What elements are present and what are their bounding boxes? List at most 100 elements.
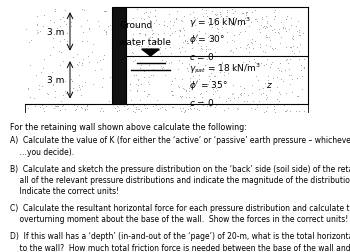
Point: [41, 58, 47, 62]
Text: Ground: Ground: [119, 20, 152, 29]
Point: [36, 87, 42, 91]
Point: [54, 26, 60, 30]
Point: [192, 71, 197, 75]
Point: [214, 86, 219, 90]
Point: [289, 24, 294, 28]
Point: [279, 21, 284, 25]
Point: [184, 42, 189, 46]
Point: [271, 76, 276, 80]
Point: [242, 30, 248, 34]
Point: [107, 24, 112, 28]
Point: [212, 13, 218, 17]
Point: [229, 48, 234, 52]
Point: [185, 107, 190, 111]
Point: [172, 77, 178, 81]
Bar: [126, 57, 308, 104]
Point: [186, 63, 192, 67]
Point: [180, 26, 186, 30]
Point: [98, 68, 104, 72]
Point: [192, 18, 198, 22]
Point: [191, 75, 196, 79]
Point: [248, 107, 254, 111]
Point: [213, 104, 219, 108]
Point: [176, 35, 182, 39]
Point: [57, 108, 63, 112]
Point: [102, 10, 108, 14]
Point: [212, 105, 218, 109]
Point: [80, 58, 86, 62]
Point: [175, 85, 181, 89]
Point: [52, 8, 58, 12]
Point: [209, 36, 215, 40]
Point: [154, 98, 160, 102]
Text: D)  If this wall has a ‘depth’ (in-and-out of the ‘page’) of 20-m, what is the t: D) If this wall has a ‘depth’ (in-and-ou…: [10, 231, 350, 240]
Point: [264, 95, 270, 99]
Point: [139, 82, 144, 86]
Point: [51, 107, 57, 111]
Point: [78, 94, 83, 98]
Point: [59, 51, 64, 55]
Point: [131, 17, 136, 21]
Point: [187, 105, 192, 109]
Point: [181, 86, 186, 90]
Point: [135, 84, 141, 88]
Point: [100, 57, 105, 61]
Point: [290, 45, 296, 49]
Point: [259, 18, 265, 22]
Point: [63, 23, 69, 27]
Point: [61, 60, 66, 64]
Point: [94, 61, 100, 65]
Point: [225, 97, 231, 101]
Point: [170, 24, 176, 28]
Point: [224, 100, 229, 104]
Point: [294, 30, 300, 34]
Text: For the retaining wall shown above calculate the following:: For the retaining wall shown above calcu…: [10, 122, 247, 131]
Point: [205, 82, 211, 86]
Point: [230, 12, 236, 16]
Point: [244, 10, 250, 14]
Point: [263, 98, 268, 102]
Point: [282, 69, 287, 73]
Point: [27, 95, 33, 99]
Point: [252, 58, 257, 62]
Point: [36, 84, 42, 88]
Point: [178, 96, 184, 100]
Point: [216, 96, 222, 100]
Point: [79, 8, 84, 12]
Point: [187, 107, 193, 111]
Point: [33, 105, 38, 109]
Point: [169, 106, 175, 110]
Point: [217, 13, 223, 17]
Point: [151, 49, 157, 53]
Point: [237, 46, 243, 50]
Point: [114, 110, 120, 114]
Point: [258, 93, 264, 97]
Point: [211, 93, 216, 97]
Point: [238, 18, 243, 22]
Point: [295, 20, 301, 24]
Point: [168, 61, 174, 65]
Point: [149, 29, 155, 33]
Point: [154, 49, 159, 53]
Point: [138, 45, 144, 49]
Point: [243, 11, 248, 15]
Point: [208, 23, 213, 27]
Point: [224, 9, 229, 13]
Point: [180, 95, 185, 99]
Point: [163, 109, 169, 113]
Point: [150, 68, 156, 72]
Point: [262, 50, 268, 54]
Point: [265, 79, 271, 83]
Point: [196, 108, 202, 112]
Point: [73, 108, 78, 112]
Point: [285, 62, 290, 66]
Point: [151, 21, 157, 25]
Point: [234, 107, 239, 111]
Point: [232, 10, 238, 14]
Point: [257, 46, 263, 50]
Point: [101, 54, 106, 58]
Point: [287, 46, 293, 50]
Point: [300, 32, 306, 36]
Point: [172, 21, 177, 25]
Point: [289, 78, 295, 82]
